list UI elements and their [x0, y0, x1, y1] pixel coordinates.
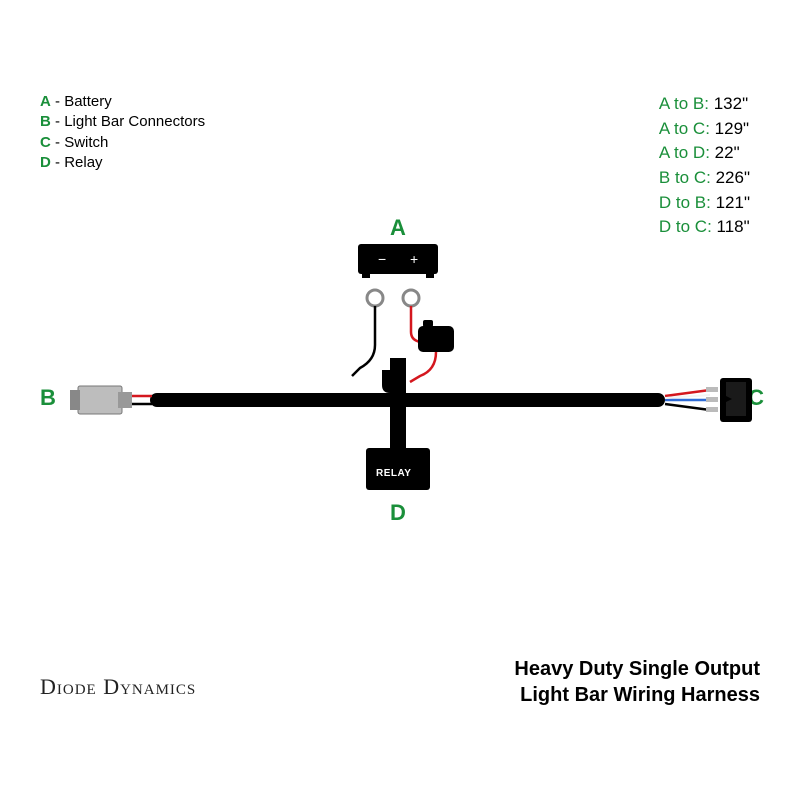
diagram-title: Heavy Duty Single Output Light Bar Wirin…: [514, 656, 760, 708]
brand-logo-text: Diode Dynamics: [40, 674, 196, 700]
title-line-2: Light Bar Wiring Harness: [520, 684, 760, 706]
relay-label: RELAY: [376, 468, 411, 479]
svg-text:+: +: [410, 251, 418, 267]
svg-text:−: −: [378, 251, 386, 267]
title-line-1: Heavy Duty Single Output: [514, 658, 760, 680]
